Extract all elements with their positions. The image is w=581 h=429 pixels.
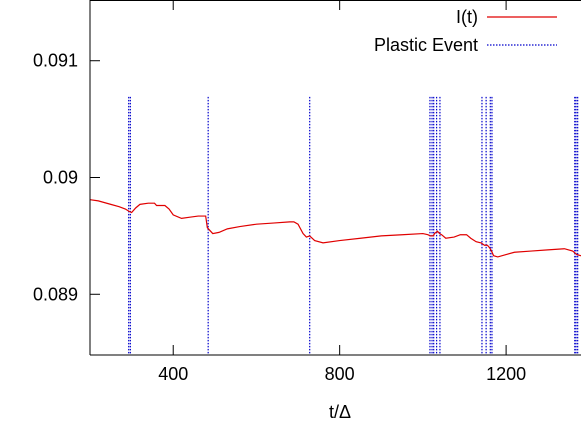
plastic-events-layer	[128, 96, 579, 355]
legend: I(t) Plastic Event	[374, 7, 557, 55]
y-tick-label: 0.091	[33, 51, 78, 71]
x-tick-label: 400	[158, 364, 188, 384]
x-axis-label: t/Δ	[329, 402, 351, 422]
y-tick-label: 0.089	[33, 284, 78, 304]
series-line-I(t)	[90, 199, 581, 258]
legend-label-I(t): I(t)	[456, 7, 478, 27]
plot-frame	[89, 0, 581, 356]
x-tick-label: 1200	[486, 364, 526, 384]
axis-ticks: 400 800 1200 0.089 0.09 0.091	[33, 0, 526, 384]
x-tick-label: 800	[325, 364, 355, 384]
y-tick-label: 0.09	[43, 168, 78, 188]
legend-label-plastic-event: Plastic Event	[374, 35, 478, 55]
